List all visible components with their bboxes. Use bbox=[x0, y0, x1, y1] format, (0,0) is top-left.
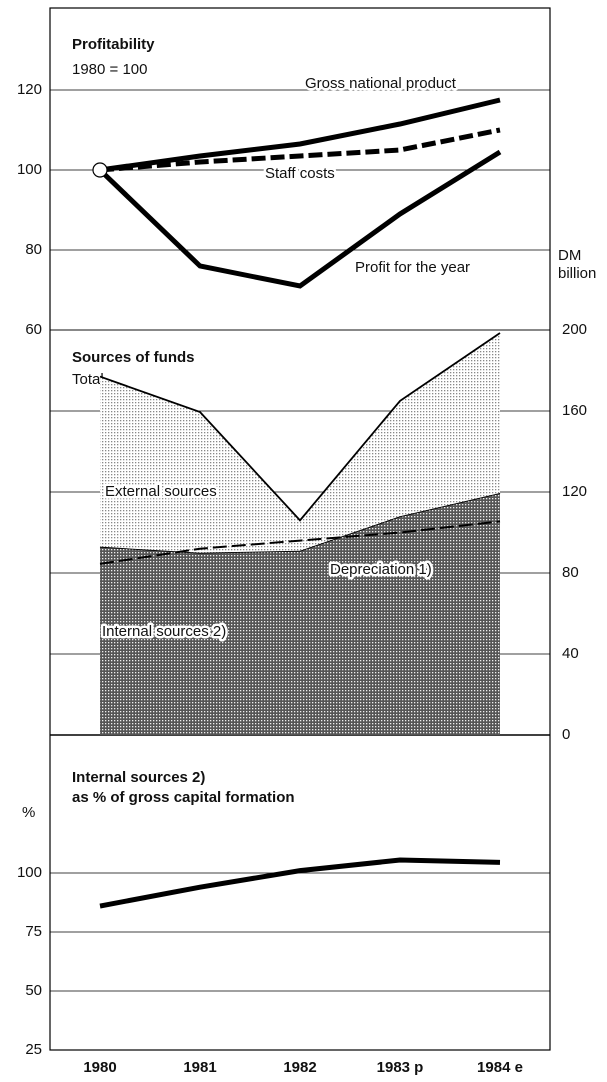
y-tick-label: 80 bbox=[562, 564, 579, 581]
y-tick-label: 60 bbox=[25, 321, 42, 338]
line bbox=[99, 127, 501, 173]
series-label: Staff costs bbox=[265, 165, 335, 182]
line bbox=[99, 97, 501, 173]
panel-subtitle: Total bbox=[72, 371, 104, 388]
y-tick-label: 120 bbox=[17, 81, 42, 98]
axis-label: billion bbox=[558, 265, 596, 282]
y-tick-label: 0 bbox=[562, 726, 570, 743]
panel-title: Sources of funds bbox=[72, 349, 195, 366]
area bbox=[100, 333, 500, 553]
panel-subtitle: as % of gross capital formation bbox=[72, 789, 295, 806]
x-tick-label: 1981 bbox=[183, 1059, 216, 1076]
line bbox=[98, 149, 502, 289]
y-tick-label: 25 bbox=[25, 1041, 42, 1058]
y-tick-label: 160 bbox=[562, 402, 587, 419]
series-label: Depreciation 1) bbox=[330, 561, 432, 578]
panel-title: Internal sources 2) bbox=[72, 769, 205, 786]
line bbox=[99, 857, 501, 909]
panel-subtitle: 1980 = 100 bbox=[72, 61, 148, 78]
y-tick-label: 200 bbox=[562, 321, 587, 338]
y-tick-label: 100 bbox=[17, 864, 42, 881]
y-tick-label: 50 bbox=[25, 982, 42, 999]
line bbox=[99, 520, 501, 565]
area-outline bbox=[99, 332, 501, 522]
series-label: Profit for the year bbox=[355, 259, 470, 276]
x-tick-label: 1984 e bbox=[477, 1059, 523, 1076]
series-label: Gross national product bbox=[305, 75, 457, 92]
axis-label: % bbox=[22, 804, 35, 821]
base-marker bbox=[92, 162, 108, 178]
x-tick-label: 1980 bbox=[83, 1059, 116, 1076]
series-label: Internal sources 2) bbox=[102, 623, 226, 640]
y-tick-label: 40 bbox=[562, 645, 579, 662]
y-tick-label: 100 bbox=[17, 161, 42, 178]
axis-label: DM bbox=[558, 247, 581, 264]
panel-title: Profitability bbox=[72, 36, 155, 53]
x-tick-label: 1983 p bbox=[377, 1059, 424, 1076]
y-tick-label: 120 bbox=[562, 483, 587, 500]
series-label: External sources bbox=[105, 483, 217, 500]
y-tick-label: 75 bbox=[25, 923, 42, 940]
y-tick-label: 80 bbox=[25, 241, 42, 258]
x-tick-label: 1982 bbox=[283, 1059, 316, 1076]
